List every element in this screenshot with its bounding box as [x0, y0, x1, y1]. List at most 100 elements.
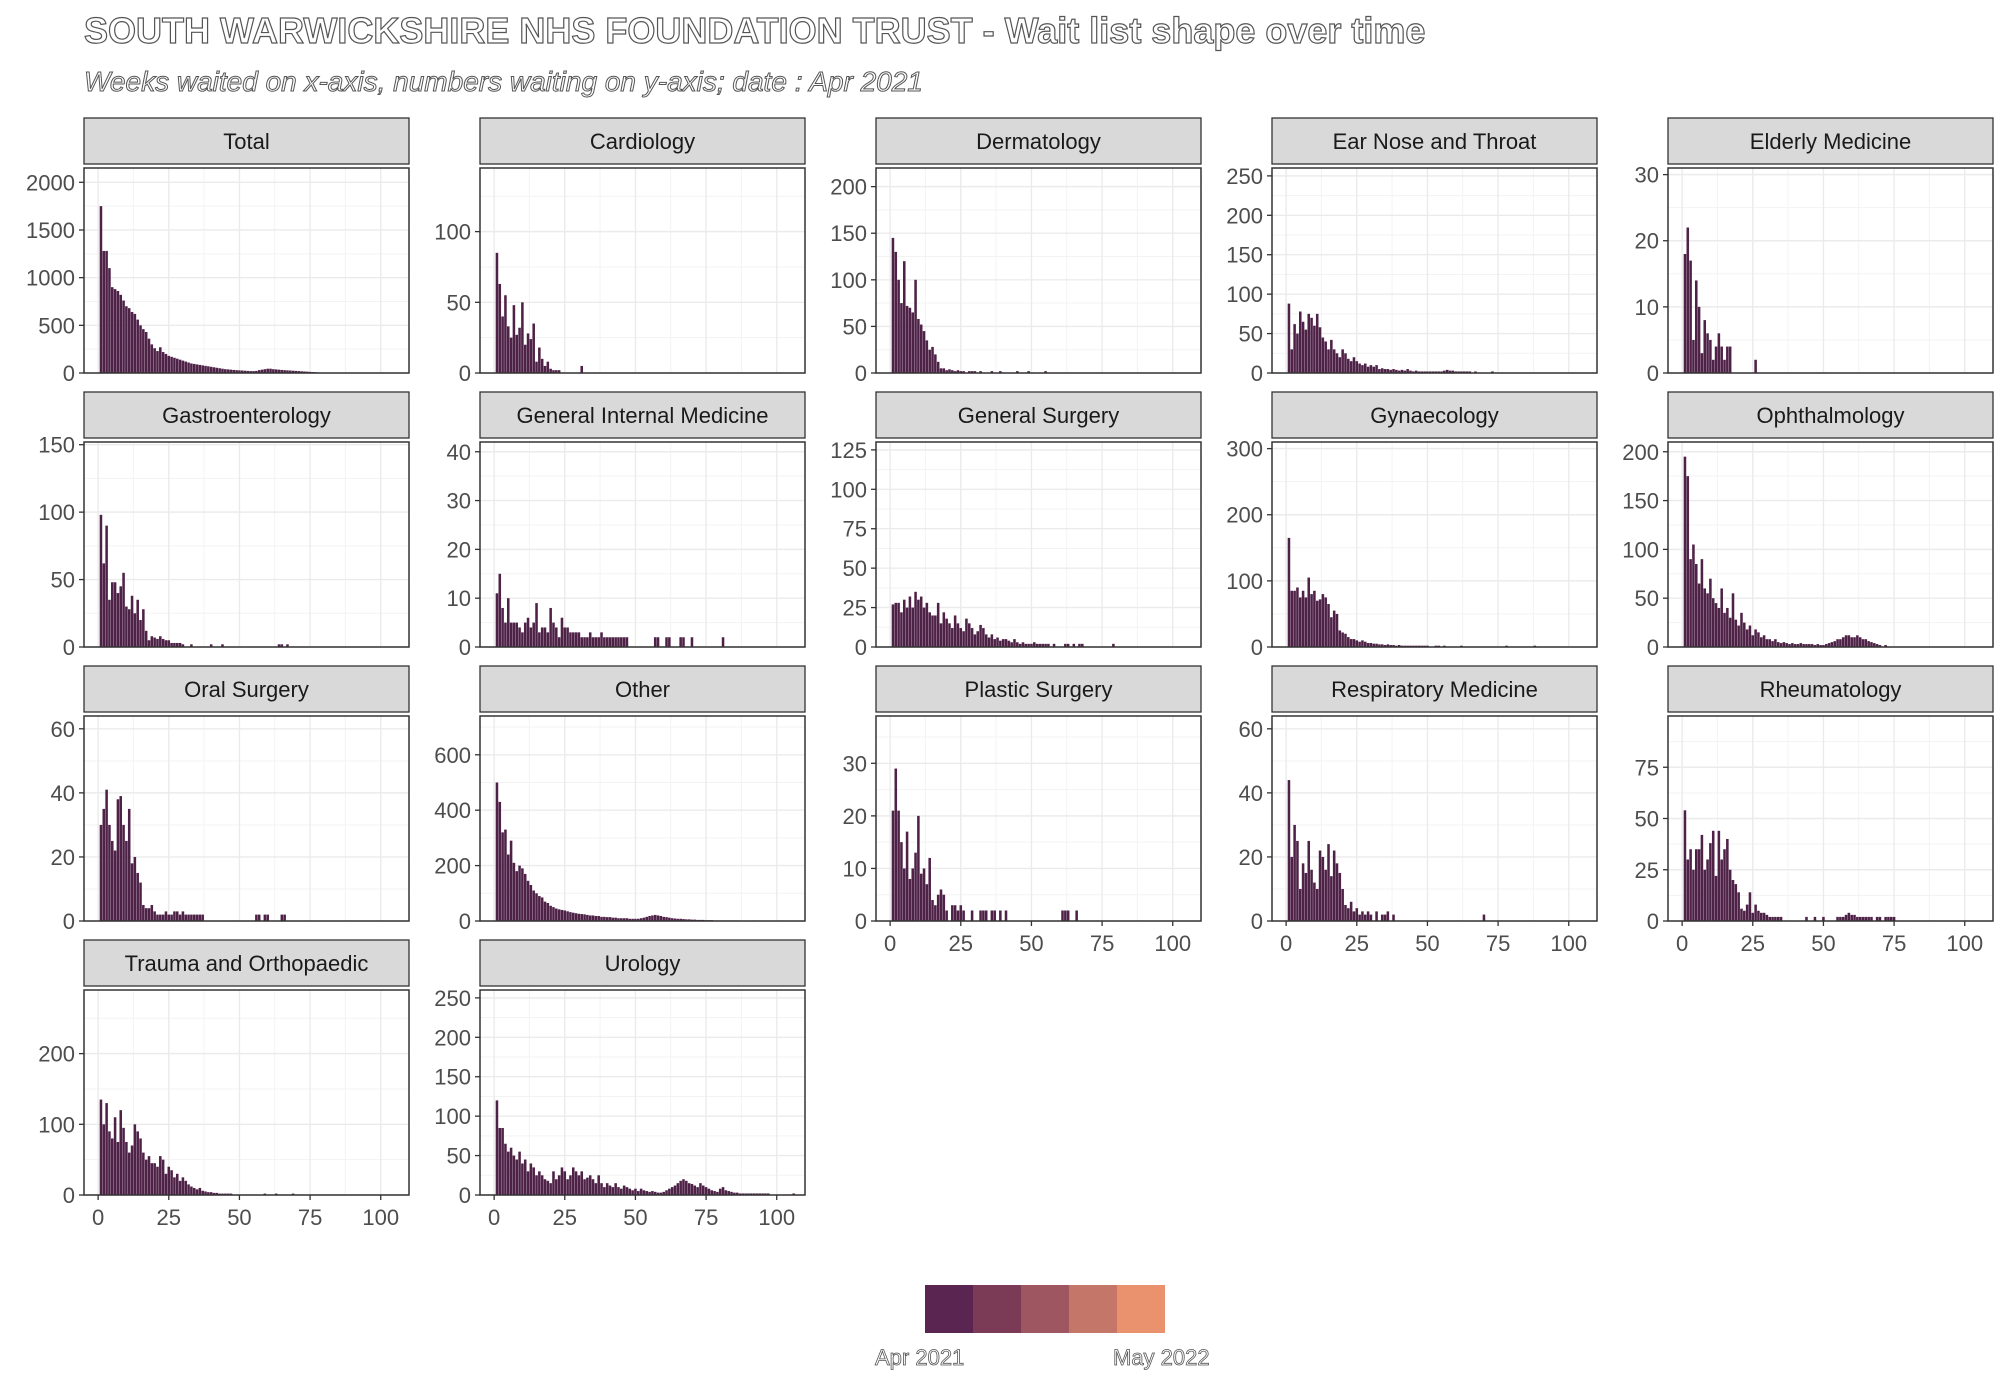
bar	[130, 311, 134, 373]
y-tick-label: 0	[459, 1183, 471, 1208]
bar	[758, 1193, 762, 1195]
bar	[563, 1171, 567, 1195]
bar	[1307, 313, 1311, 373]
bar	[286, 644, 289, 647]
bar	[1836, 639, 1839, 647]
bar	[274, 369, 278, 373]
bar	[1397, 645, 1401, 647]
bar	[631, 918, 634, 921]
bar	[1720, 588, 1723, 647]
panel-background	[876, 168, 1201, 373]
bar	[999, 640, 1002, 647]
bar	[914, 279, 917, 373]
facet-strip	[1667, 665, 1994, 713]
bar	[574, 632, 578, 647]
bar	[139, 882, 142, 921]
facet-urology: Urology 0 50 100 150 200 250 0 25 50 75 100	[434, 939, 806, 1230]
bar	[495, 782, 499, 921]
bar	[597, 916, 600, 921]
bar	[625, 637, 629, 647]
bar	[263, 369, 267, 373]
bar	[620, 637, 623, 647]
bar	[549, 607, 552, 647]
x-tick-label: 75	[1486, 931, 1510, 956]
bar	[161, 352, 165, 373]
bar	[738, 1193, 742, 1195]
bar	[1468, 371, 1472, 373]
bar	[902, 261, 906, 373]
facet-strip-label: Elderly Medicine	[1750, 129, 1911, 154]
bar	[648, 1191, 651, 1195]
bar	[521, 632, 524, 647]
bar	[127, 808, 131, 921]
bar	[1726, 346, 1729, 373]
bar	[130, 1145, 134, 1195]
bar	[1694, 280, 1698, 373]
bar	[1363, 914, 1367, 921]
facet-strip	[875, 117, 1202, 165]
bar	[1397, 370, 1401, 373]
bar	[721, 1187, 725, 1195]
bar	[1021, 642, 1025, 647]
bar	[1697, 583, 1701, 647]
bar	[608, 637, 612, 647]
bar	[1347, 358, 1350, 373]
bar	[207, 366, 210, 373]
bar	[617, 1187, 620, 1195]
facet-strip-label: Gastroenterology	[162, 403, 331, 428]
bar	[1318, 850, 1322, 921]
bar	[1765, 639, 1769, 647]
bar	[1355, 908, 1359, 921]
bar	[1759, 637, 1763, 647]
bar	[229, 369, 233, 373]
bar	[557, 909, 561, 921]
bar	[608, 1185, 612, 1195]
bar	[1064, 643, 1067, 647]
bar	[690, 637, 694, 647]
facet-strip	[1667, 117, 1994, 165]
bar	[144, 1159, 148, 1195]
bar	[1759, 912, 1763, 921]
bar	[175, 911, 179, 921]
y-tick-label: 0	[855, 361, 867, 386]
y-tick-label: 0	[63, 1183, 75, 1208]
bar	[894, 251, 898, 373]
bar	[201, 1190, 204, 1195]
bar	[1448, 370, 1452, 373]
bar	[108, 599, 111, 647]
bar	[105, 525, 108, 647]
bar	[552, 907, 555, 921]
bar	[1324, 597, 1327, 647]
bar	[1867, 641, 1870, 647]
bar	[1728, 346, 1732, 373]
bar	[1878, 645, 1882, 647]
bar	[1075, 910, 1078, 921]
bar	[956, 910, 960, 921]
bar	[105, 250, 108, 373]
y-tick-label: 250	[1226, 164, 1263, 189]
bar	[1044, 371, 1047, 373]
bar	[902, 868, 906, 921]
bar	[546, 1180, 550, 1195]
bar	[1853, 637, 1856, 647]
y-tick-label: 0	[1251, 909, 1263, 934]
bar	[1460, 371, 1463, 373]
y-tick-label: 400	[434, 798, 471, 823]
bar	[597, 637, 600, 647]
bar	[266, 914, 269, 921]
bar	[110, 840, 114, 921]
panel-border	[83, 715, 410, 922]
panel-border	[1667, 441, 1994, 648]
bar	[600, 916, 603, 921]
bar	[1321, 337, 1325, 373]
y-tick-label: 40	[447, 440, 471, 465]
bar	[127, 1152, 131, 1195]
bar	[611, 1187, 615, 1195]
bar	[291, 370, 295, 373]
bar	[102, 808, 106, 921]
bar	[1836, 916, 1839, 921]
bar	[113, 289, 117, 373]
bar	[566, 627, 569, 647]
legend-swatch	[1117, 1285, 1165, 1333]
bar	[139, 620, 142, 647]
